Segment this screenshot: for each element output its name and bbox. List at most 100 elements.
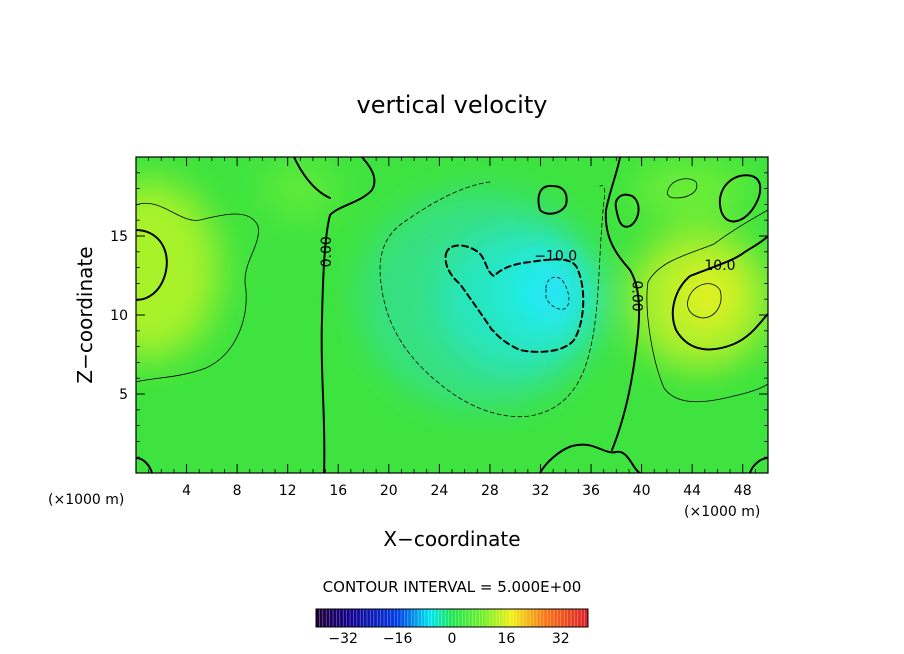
colorbar-cell bbox=[486, 609, 490, 627]
colorbar-cell bbox=[513, 609, 517, 627]
colorbar-cell bbox=[407, 609, 412, 627]
colorbar-cell bbox=[584, 609, 589, 627]
colorbar-tick-label: 0 bbox=[448, 631, 457, 647]
colorbar-cell bbox=[499, 609, 504, 627]
colorbar-cell bbox=[530, 609, 534, 627]
colorbar-cell bbox=[574, 609, 579, 627]
contour-thin-left bbox=[136, 202, 259, 383]
x-tick-label: 40 bbox=[633, 483, 651, 499]
colorbar-cell bbox=[571, 609, 575, 627]
colorbar-cell bbox=[543, 609, 548, 627]
colorbar-cell bbox=[469, 609, 473, 627]
colorbar-cell bbox=[438, 609, 443, 627]
contour-label: 0.00 bbox=[319, 236, 335, 267]
colorbar-cell bbox=[387, 609, 392, 627]
colorbar-cell bbox=[465, 609, 470, 627]
colorbar-tick-label: 32 bbox=[552, 631, 570, 647]
colorbar-cell bbox=[537, 609, 541, 627]
y-axis-ticks: 5 10 15 bbox=[110, 172, 768, 458]
colorbar-cell bbox=[577, 609, 582, 627]
contour-interval-text: CONTOUR INTERVAL = 5.000E+00 bbox=[323, 578, 582, 596]
colorbar-cell bbox=[418, 609, 422, 627]
colorbar-cell bbox=[316, 609, 320, 627]
colorbar-cell bbox=[373, 609, 378, 627]
colorbar-cell bbox=[509, 609, 514, 627]
x-axis-ticks: 4 8 12 16 20 24 28 32 36 40 44 48 bbox=[148, 157, 756, 499]
contour-zero-small-loop bbox=[537, 184, 568, 215]
colorbar-cell bbox=[401, 609, 405, 627]
colorbar-cell bbox=[414, 609, 419, 627]
colorbar-cell bbox=[384, 609, 388, 627]
x-tick-label: 8 bbox=[233, 483, 242, 499]
colorbar-cell bbox=[435, 609, 439, 627]
colorbar-ticks: −32 −16 0 16 32 bbox=[328, 631, 569, 647]
contour-label: 0.00 bbox=[629, 280, 645, 311]
colorbar-tick-label: −32 bbox=[328, 631, 358, 647]
colorbar-frame bbox=[315, 608, 589, 628]
colorbar-cell bbox=[377, 609, 381, 627]
x-tick-label: 32 bbox=[532, 483, 550, 499]
colorbar-cell bbox=[540, 609, 545, 627]
colorbar-cell bbox=[479, 609, 483, 627]
colorbar-cell bbox=[520, 609, 524, 627]
chart-title: vertical velocity bbox=[357, 91, 548, 119]
colorbar-cell bbox=[445, 609, 449, 627]
colorbar-cell bbox=[472, 609, 477, 627]
colorbar-cell bbox=[567, 609, 572, 627]
colorbar-cell bbox=[496, 609, 500, 627]
colorbar-cell bbox=[475, 609, 480, 627]
colorbar-cell bbox=[455, 609, 460, 627]
colorbar-cell bbox=[489, 609, 494, 627]
x-axis-label: X−coordinate bbox=[383, 527, 520, 551]
contour-label: 10.0 bbox=[704, 258, 735, 274]
colorbar-cell bbox=[363, 609, 368, 627]
colorbar-cell bbox=[492, 609, 497, 627]
x-tick-label: 44 bbox=[683, 483, 701, 499]
contour-max-inner bbox=[687, 283, 722, 319]
x-tick-label: 24 bbox=[430, 483, 448, 499]
colorbar-cell bbox=[428, 609, 432, 627]
x-unit-right: (×1000 m) bbox=[684, 504, 760, 520]
colorbar-cell bbox=[343, 609, 347, 627]
contour-neg-10 bbox=[444, 244, 585, 353]
colorbar-cell bbox=[397, 609, 402, 627]
x-tick-label: 28 bbox=[481, 483, 499, 499]
colorbar-cell bbox=[411, 609, 415, 627]
x-tick-label: 12 bbox=[279, 483, 297, 499]
colorbar-cell bbox=[394, 609, 398, 627]
colorbar-cell bbox=[424, 609, 429, 627]
x-unit-left: (×1000 m) bbox=[48, 492, 124, 508]
colorbar-cell bbox=[560, 609, 565, 627]
colorbar-tick-label: 16 bbox=[497, 631, 515, 647]
colorbar-cell bbox=[452, 609, 456, 627]
contour-zero-bottomright bbox=[749, 457, 768, 473]
y-axis-label: Z−coordinate bbox=[73, 246, 97, 383]
colorbar-cell bbox=[550, 609, 555, 627]
x-tick-label: 36 bbox=[582, 483, 600, 499]
contour-thin-loop-top bbox=[666, 178, 698, 199]
colorbar-cell bbox=[421, 609, 426, 627]
colorbar-cell bbox=[448, 609, 453, 627]
colorbar-cell bbox=[322, 609, 327, 627]
colorbar-cell bbox=[333, 609, 337, 627]
contour-labels: 0.00 0.00 −10.0 10.0 bbox=[319, 236, 736, 311]
colorbar-cell bbox=[533, 609, 538, 627]
colorbar-cell bbox=[329, 609, 334, 627]
colorbar-cell bbox=[360, 609, 364, 627]
contour-thin-right bbox=[646, 209, 768, 403]
colorbar-cell bbox=[326, 609, 330, 627]
colorbar-cell bbox=[462, 609, 466, 627]
contour-zero-topright bbox=[718, 174, 762, 223]
colorbar-cell bbox=[380, 609, 385, 627]
colorbar-cell bbox=[404, 609, 409, 627]
colorbar-cell bbox=[564, 609, 568, 627]
contour-label: −10.0 bbox=[534, 249, 577, 265]
x-tick-label: 4 bbox=[182, 483, 191, 499]
colorbar-cell bbox=[503, 609, 507, 627]
x-tick-label: 20 bbox=[380, 483, 398, 499]
colorbar-cell bbox=[482, 609, 487, 627]
field-shading bbox=[136, 160, 768, 410]
colorbar-cell bbox=[431, 609, 436, 627]
colorbar-cell bbox=[353, 609, 358, 627]
colorbar-cell bbox=[458, 609, 463, 627]
